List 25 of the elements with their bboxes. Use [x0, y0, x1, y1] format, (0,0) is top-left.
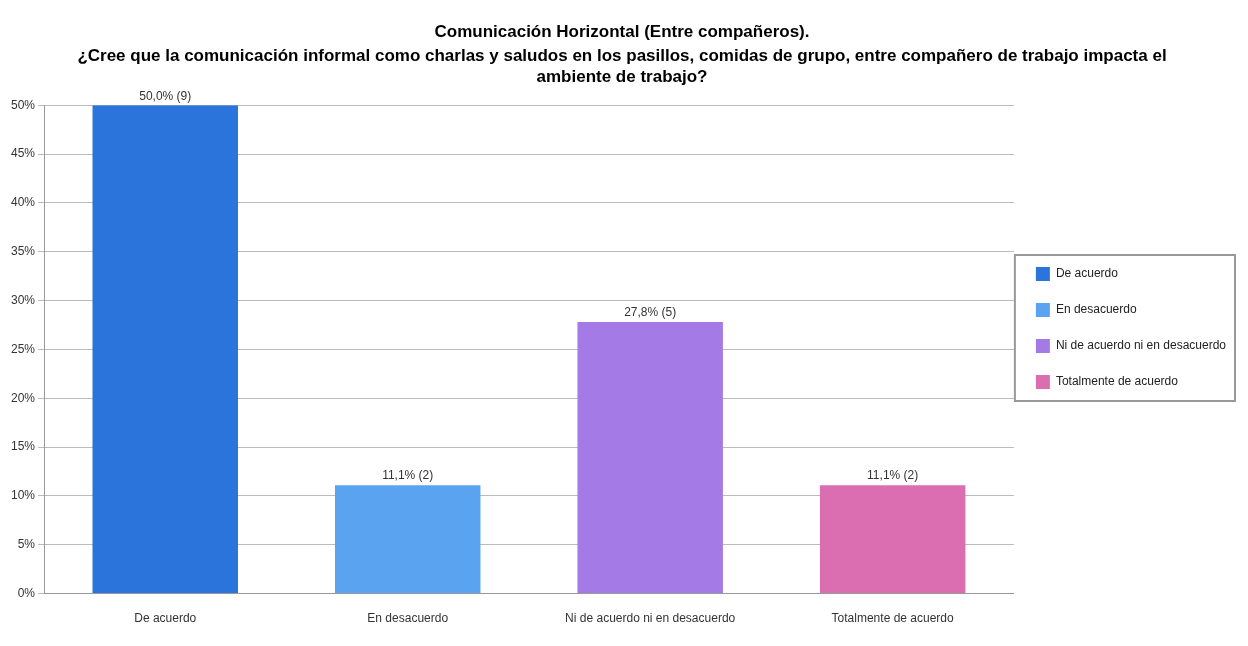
y-tick-label: 0%	[17, 585, 36, 600]
data-label: 27,8% (5)	[624, 305, 677, 320]
y-tick-label: 20%	[10, 390, 36, 405]
data-label: 11,1% (2)	[382, 468, 434, 483]
legend-label: De acuerdo	[1055, 266, 1119, 281]
y-tick-label: 25%	[10, 341, 36, 356]
chart-title: Comunicación Horizontal (Entre compañeros).	[434, 21, 810, 41]
legend-label: Ni de acuerdo ni en desacuerdo	[1055, 338, 1227, 353]
x-tick-label: De acuerdo	[134, 611, 197, 626]
data-label: 11,1% (2)	[867, 468, 919, 483]
data-label: 50,0% (9)	[139, 88, 192, 103]
y-tick-label: 10%	[10, 488, 36, 503]
chart-subtitle: ¿Cree que la comunicación informal como charlas y saludos en los pasillos, comidas de grupo, entre compañero de trabajo impacta el ambiente de trabajo?	[77, 46, 1167, 86]
y-tick-label: 45%	[10, 146, 36, 161]
y-tick-label: 35%	[10, 244, 36, 259]
legend-label: Totalmente de acuerdo	[1055, 374, 1179, 389]
x-tick-label: En desacuerdo	[367, 611, 449, 626]
x-tick-label: Ni de acuerdo ni en desacuerdo	[565, 611, 736, 626]
y-tick-label: 5%	[17, 537, 36, 552]
y-tick-label: 50%	[10, 97, 36, 112]
y-tick-label: 15%	[10, 439, 36, 454]
y-tick-label: 40%	[10, 195, 36, 210]
x-tick-label: Totalmente de acuerdo	[831, 611, 955, 626]
y-tick-label: 30%	[10, 292, 36, 307]
legend-label: En desacuerdo	[1055, 302, 1137, 317]
